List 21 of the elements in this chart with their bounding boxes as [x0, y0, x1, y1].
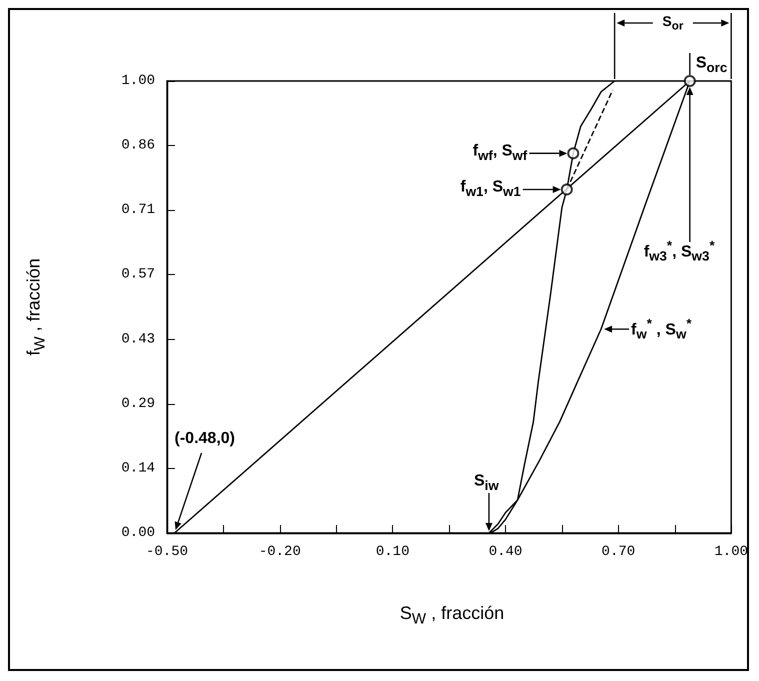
x-tick-label: 0.70	[602, 544, 636, 560]
x-tick-label: -0.20	[258, 544, 301, 560]
y-tick-label: 0.29	[121, 396, 155, 412]
annotation: f$_{wf}$, S$_{wf}$	[472, 143, 528, 164]
text: S$_{or}$	[662, 12, 684, 33]
y-tick-label: 1.00	[121, 73, 155, 89]
y-tick-label: 0.71	[121, 202, 155, 218]
x-tick-label: 0.10	[376, 544, 410, 560]
y-tick-label: 0.86	[121, 138, 155, 154]
y-tick-label: 0.00	[121, 525, 155, 541]
x-tick-label: -0.50	[146, 544, 188, 560]
y-tick-label: 0.14	[121, 460, 155, 476]
x-tick-label: 1.00	[714, 544, 748, 560]
y-tick-label: 0.57	[121, 266, 155, 283]
y-tick-label: 0.43	[121, 331, 155, 348]
x-tick-label: 0.40	[488, 544, 522, 560]
annotation: f$_{w1}$, S$_{w1}$	[460, 179, 521, 200]
annotation: S$_{iw}$	[474, 472, 499, 493]
annotation: (-0.48,0)	[174, 430, 235, 447]
x-axis-title: S$_{W}$ , fracción	[400, 603, 504, 628]
annotation: S$_{orc}$	[696, 54, 728, 75]
